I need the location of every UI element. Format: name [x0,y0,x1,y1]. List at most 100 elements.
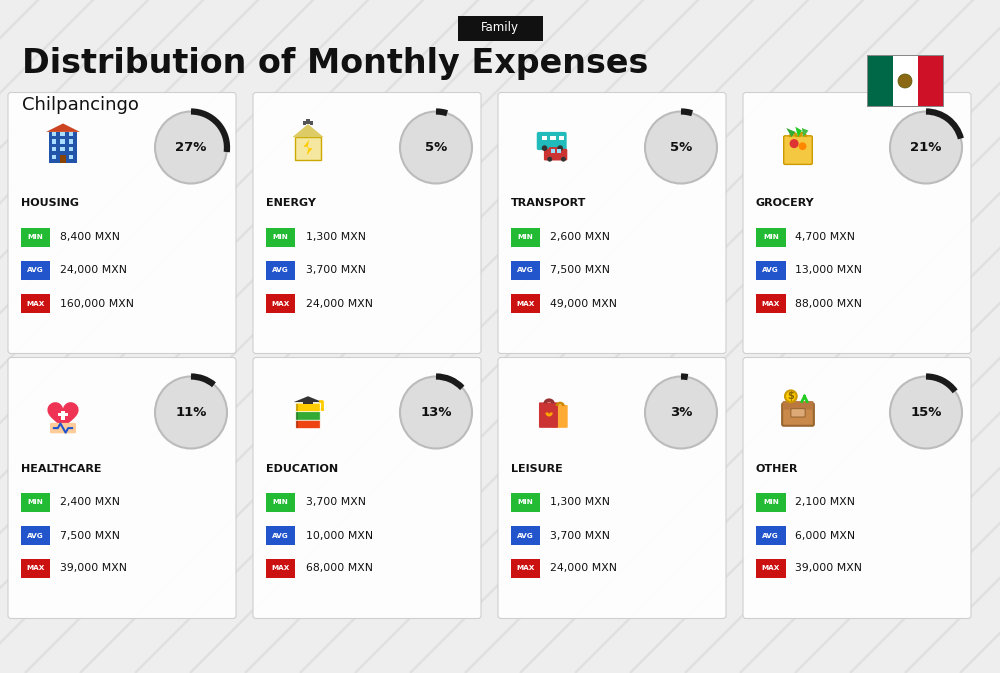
Bar [60,132,65,136]
FancyBboxPatch shape [511,559,540,578]
Text: 3%: 3% [670,406,692,419]
FancyBboxPatch shape [498,357,726,618]
Circle shape [561,157,566,162]
Bar [60,155,65,160]
Circle shape [890,376,962,448]
Text: 1,300 MXN: 1,300 MXN [550,497,610,507]
FancyBboxPatch shape [511,526,540,545]
Circle shape [155,112,227,184]
FancyBboxPatch shape [867,55,944,107]
Polygon shape [802,128,808,137]
Text: GROCERY: GROCERY [756,199,815,209]
Text: MIN: MIN [518,499,534,505]
Bar [60,147,65,151]
FancyBboxPatch shape [21,260,50,280]
Text: MAX: MAX [762,301,780,306]
FancyBboxPatch shape [756,293,786,313]
Circle shape [155,376,227,448]
Bar [893,56,918,106]
Text: 3,700 MXN: 3,700 MXN [550,530,610,540]
Text: Family: Family [481,21,519,34]
Text: Distribution of Monthly Expenses: Distribution of Monthly Expenses [22,46,648,79]
Text: 7,500 MXN: 7,500 MXN [60,530,120,540]
Text: ENERGY: ENERGY [266,199,316,209]
Text: MAX: MAX [27,301,45,306]
FancyBboxPatch shape [549,147,562,155]
Text: 27%: 27% [175,141,207,154]
FancyBboxPatch shape [756,493,786,512]
Text: HOUSING: HOUSING [21,199,79,209]
FancyBboxPatch shape [21,293,50,313]
Text: 8,400 MXN: 8,400 MXN [60,232,120,242]
Text: 24,000 MXN: 24,000 MXN [550,563,617,573]
Text: MAX: MAX [517,565,535,571]
FancyBboxPatch shape [551,405,568,428]
Text: 68,000 MXN: 68,000 MXN [306,563,372,573]
Bar [310,121,313,125]
Text: MAX: MAX [272,301,290,306]
FancyBboxPatch shape [784,136,812,164]
FancyBboxPatch shape [544,149,567,160]
Text: OTHER: OTHER [756,464,798,474]
Text: 3,700 MXN: 3,700 MXN [306,266,366,275]
Circle shape [785,390,797,402]
Text: 13,000 MXN: 13,000 MXN [795,266,862,275]
FancyBboxPatch shape [511,293,540,313]
Circle shape [557,145,563,151]
FancyBboxPatch shape [743,357,971,618]
Text: 24,000 MXN: 24,000 MXN [60,266,128,275]
Bar [306,119,310,124]
Circle shape [400,376,472,448]
Circle shape [645,376,717,448]
Polygon shape [294,396,322,402]
Bar [868,56,893,106]
Bar [295,137,321,160]
Circle shape [547,157,552,162]
FancyBboxPatch shape [266,526,295,545]
FancyBboxPatch shape [782,403,814,426]
FancyBboxPatch shape [50,423,76,433]
FancyBboxPatch shape [296,412,320,420]
FancyBboxPatch shape [21,227,50,247]
Text: AVG: AVG [517,267,534,273]
Text: AVG: AVG [27,267,44,273]
FancyBboxPatch shape [537,132,567,150]
Bar [918,56,943,106]
Text: 2,400 MXN: 2,400 MXN [60,497,120,507]
Text: 7,500 MXN: 7,500 MXN [550,266,610,275]
Text: MIN: MIN [273,499,289,505]
Text: MIN: MIN [28,234,44,240]
Polygon shape [786,128,795,137]
Text: 39,000 MXN: 39,000 MXN [795,563,862,573]
Bar [58,413,68,416]
FancyBboxPatch shape [266,559,295,578]
Bar [60,139,65,143]
FancyBboxPatch shape [266,227,295,247]
Text: EDUCATION: EDUCATION [266,464,338,474]
Text: 39,000 MXN: 39,000 MXN [60,563,128,573]
FancyBboxPatch shape [266,293,295,313]
Text: $: $ [787,391,794,401]
Text: 1,300 MXN: 1,300 MXN [306,232,366,242]
Bar [542,136,547,141]
Text: 21%: 21% [910,141,942,154]
Text: AVG: AVG [272,532,289,538]
Polygon shape [292,124,324,137]
Circle shape [321,408,324,411]
Bar [296,404,298,411]
Bar [49,132,77,163]
Text: AVG: AVG [272,267,289,273]
Bar [303,400,313,404]
Bar [69,147,73,151]
Text: AVG: AVG [762,532,779,538]
Text: 160,000 MXN: 160,000 MXN [60,299,134,308]
Polygon shape [46,123,80,132]
Bar [551,149,555,153]
FancyBboxPatch shape [743,92,971,353]
FancyBboxPatch shape [8,92,236,353]
Circle shape [898,74,912,88]
FancyBboxPatch shape [296,420,320,429]
Bar [52,132,56,136]
Text: MAX: MAX [27,565,45,571]
Bar [557,149,561,153]
